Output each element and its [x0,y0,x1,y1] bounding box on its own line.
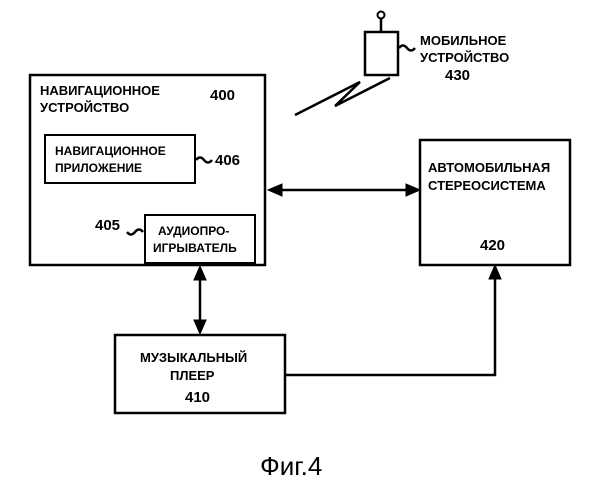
audio-music-arrow-up [194,266,206,280]
stereo-line1: АВТОМОБИЛЬНАЯ [428,160,550,175]
mobile-line2: УСТРОЙСТВО [420,50,509,65]
nav-stereo-arrow-left [268,184,282,196]
music-line2: ПЛЕЕР [170,368,215,383]
nav-device-title-1: НАВИГАЦИОННОЕ [40,83,160,98]
nav-stereo-arrow-right [406,184,420,196]
nav-app-ref: 406 [215,152,240,169]
stereo-ref: 420 [480,237,505,254]
nav-app-box [45,135,195,183]
audio-player-ref: 405 [95,217,120,234]
figure-caption: Фиг.4 [260,451,322,481]
nav-app-line1: НАВИГАЦИОННОЕ [55,144,166,158]
nav-app-line2: ПРИЛОЖЕНИЕ [55,161,142,175]
music-stereo-link [286,273,495,375]
audio-player-line1: АУДИОПРО- [158,224,229,238]
mobile-line1: МОБИЛЬНОЕ [420,33,507,48]
audio-player-line2: ИГРЫВАТЕЛЬ [153,241,237,255]
nav-device-ref: 400 [210,87,235,104]
audio-music-arrow-down [194,320,206,334]
mobile-antenna-tip [378,12,385,19]
music-stereo-arrow [489,265,501,279]
mobile-ref: 430 [445,67,470,84]
mobile-device-box [365,32,398,75]
stereo-line2: СТЕРЕОСИСТЕМА [428,178,546,193]
music-line1: МУЗЫКАЛЬНЫЙ [140,350,247,365]
music-ref: 410 [185,389,210,406]
mobile-ref-connector [399,46,415,51]
audio-player-box [145,215,255,263]
nav-device-title-2: УСТРОЙСТВО [40,100,129,115]
wireless-zigzag [295,78,390,115]
